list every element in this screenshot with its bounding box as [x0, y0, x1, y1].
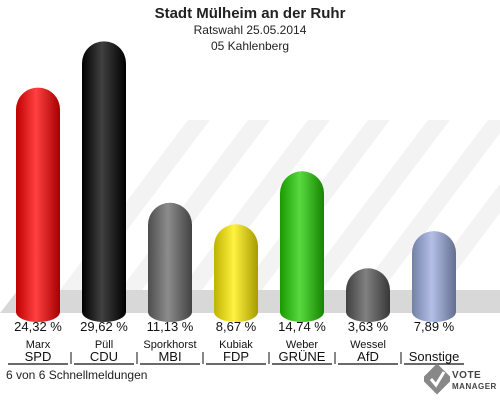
chart-subtitle: Ratswahl 25.05.2014	[193, 23, 307, 37]
logo-line-2: MANAGER	[452, 382, 497, 391]
party-label: AfD	[357, 349, 379, 364]
candidate-label: Sporkhorst	[143, 339, 196, 351]
bar-fdp	[214, 224, 258, 322]
bar-sonstige	[412, 231, 456, 322]
value-label: 24,32 %	[14, 319, 62, 334]
value-label: 11,13 %	[147, 319, 194, 334]
footer-note: 6 von 6 Schnellmeldungen	[6, 368, 148, 382]
value-label: 29,62 %	[80, 319, 128, 334]
party-label: Sonstige	[409, 349, 460, 364]
candidate-label: Wessel	[350, 339, 386, 351]
candidate-label: Weber	[286, 339, 319, 351]
party-label: CDU	[90, 349, 118, 364]
candidate-label: Marx	[26, 339, 51, 351]
party-label: GRÜNE	[279, 349, 326, 364]
chart-title: Stadt Mülheim an der Ruhr	[154, 5, 346, 22]
party-label: SPD	[25, 349, 52, 364]
party-label: FDP	[223, 349, 249, 364]
logo-line-1: VOTE	[452, 370, 482, 381]
bar-grüne	[280, 171, 324, 322]
candidate-label: Kubiak	[219, 339, 253, 351]
value-label: 7,89 %	[414, 319, 455, 334]
logo-check-icon	[424, 363, 450, 395]
value-label: 14,74 %	[278, 319, 326, 334]
vote-manager-logo: VOTE MANAGER	[424, 360, 500, 400]
candidate-label: Püll	[95, 339, 113, 351]
bar-afd	[346, 268, 390, 322]
bar-mbi	[148, 202, 192, 322]
chart-district: 05 Kahlenberg	[210, 39, 290, 53]
value-label: 3,63 %	[348, 319, 389, 334]
bar-cdu	[82, 41, 126, 323]
party-label: MBI	[158, 349, 181, 364]
bar-spd	[16, 87, 60, 322]
value-label: 8,67 %	[216, 319, 257, 334]
